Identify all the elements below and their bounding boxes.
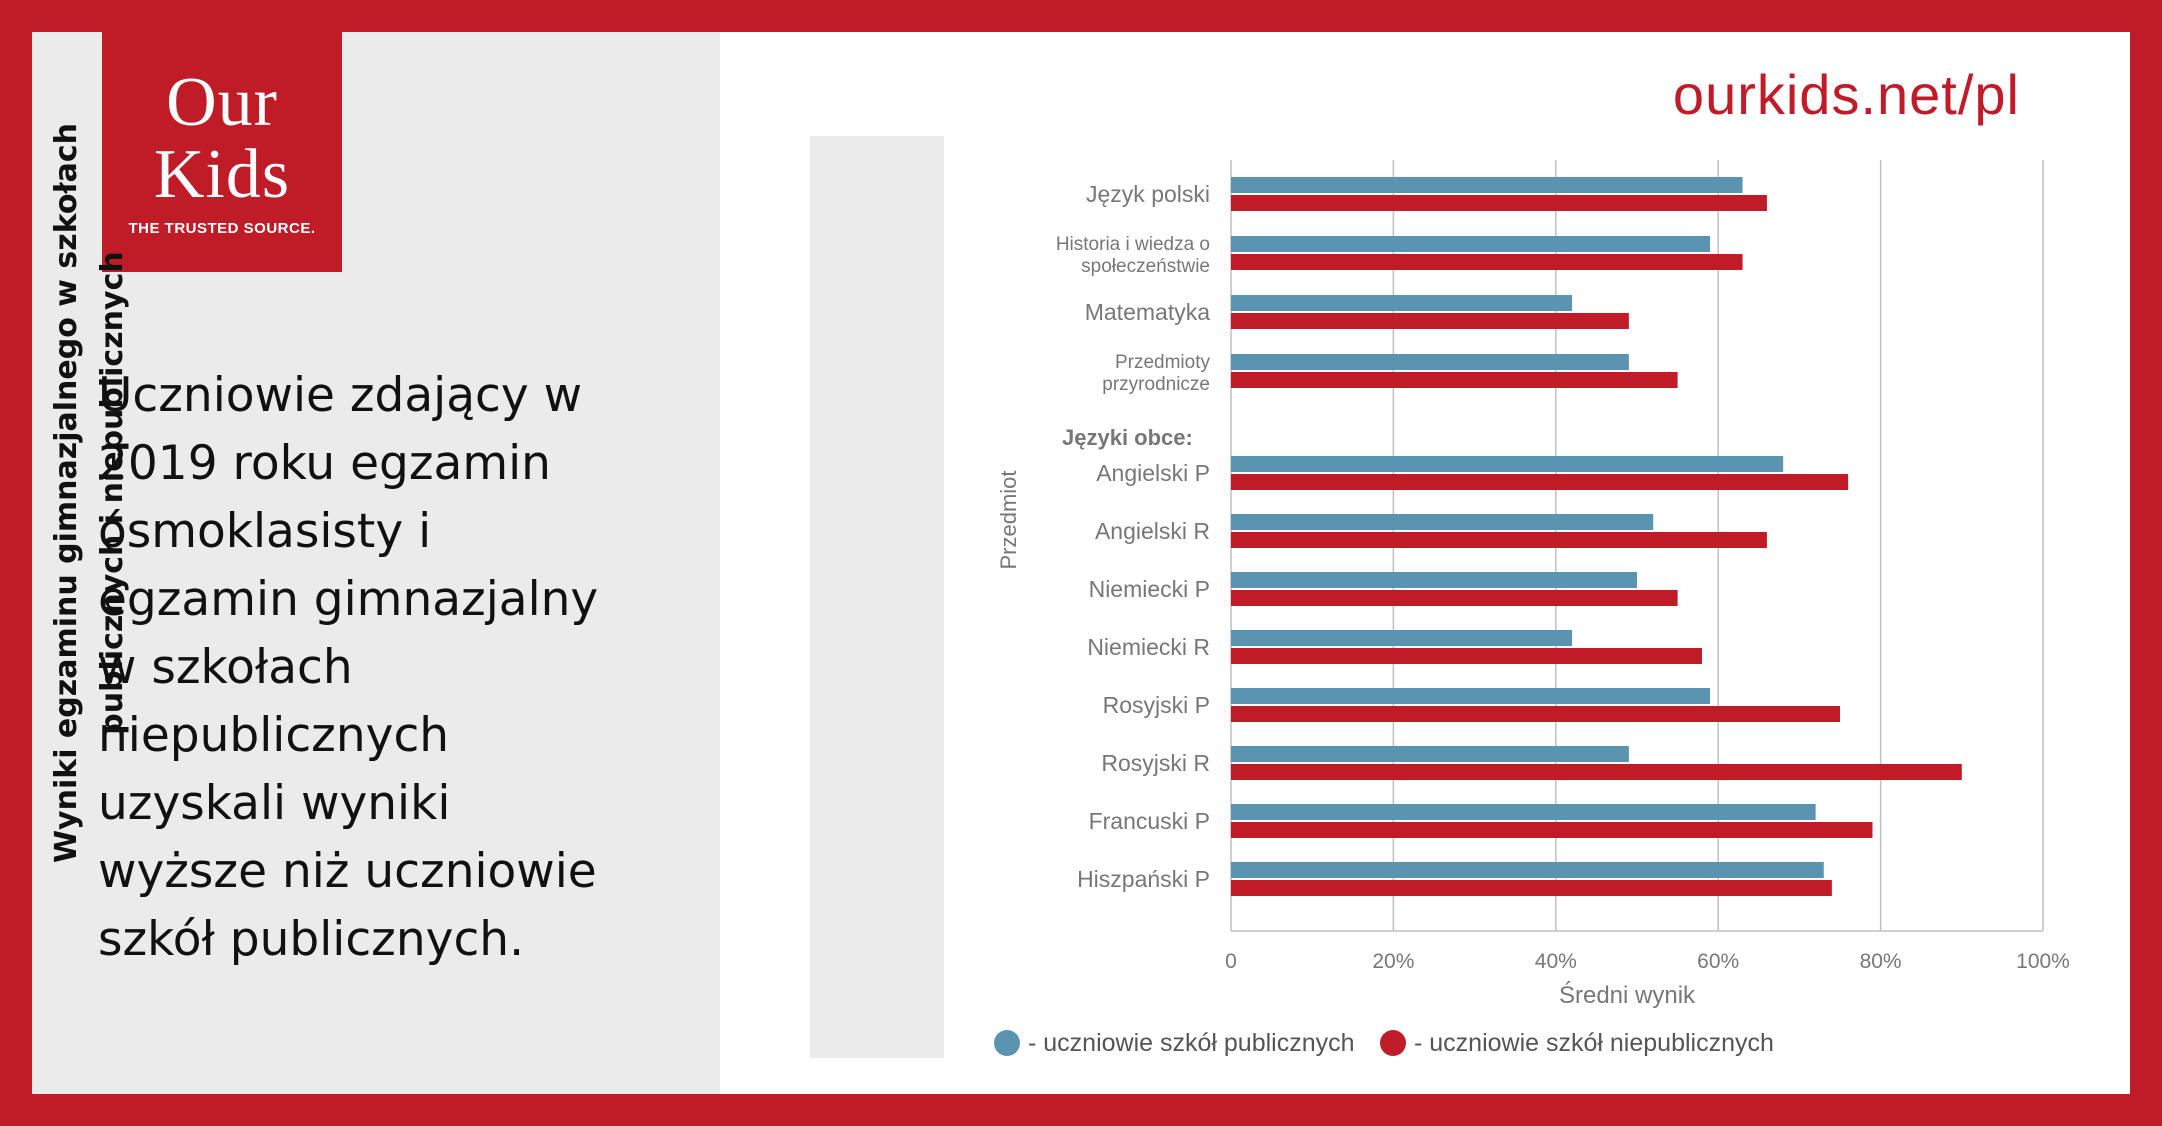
x-axis-title: Średni wynik <box>1559 981 1696 1009</box>
bar-private <box>1231 706 1840 722</box>
x-tick-label: 20% <box>1372 950 1414 973</box>
site-url[interactable]: ourkids.net/pl <box>1672 63 2020 126</box>
category-label: Niemiecki P <box>1089 576 1210 602</box>
category-label: Matematyka <box>1085 299 1210 325</box>
x-tick-label: 80% <box>1860 950 1902 973</box>
logo-tagline: THE TRUSTED SOURCE. <box>128 220 316 237</box>
category-label: Angielski R <box>1095 518 1210 544</box>
bar-public <box>1231 177 1743 193</box>
category-label: Francuski P <box>1089 808 1210 834</box>
bar-private <box>1231 254 1743 270</box>
category-label: Przedmioty przyrodnicze <box>1102 352 1210 395</box>
chart-title-box <box>810 136 944 1058</box>
category-label: Rosyjski P <box>1103 692 1210 718</box>
group-header-label: Języki obce: <box>1062 425 1193 450</box>
bar-private <box>1231 822 1873 838</box>
bar-public <box>1231 804 1816 820</box>
bar-private <box>1231 590 1678 606</box>
bar-private <box>1231 880 1832 896</box>
headline: Uczniowie zdający w 2019 roku egzamin ós… <box>98 368 599 967</box>
category-label: Hiszpański P <box>1077 866 1210 892</box>
y-axis-title: Przedmiot <box>996 470 1021 569</box>
legend-item-private: - uczniowie szkół niepublicznych <box>1380 1028 1774 1058</box>
x-tick-label: 60% <box>1697 950 1739 973</box>
bar-private <box>1231 474 1849 490</box>
bar-private <box>1231 648 1702 664</box>
bar-public <box>1231 456 1784 472</box>
bar-private <box>1231 532 1767 548</box>
x-tick-label: 0 <box>1225 950 1237 973</box>
bar-chart: 0 20% 40% 60% 80% 100% Język polski Historia i … <box>996 160 2070 1009</box>
bar-private <box>1231 195 1767 211</box>
logo-word-kids: Kids <box>153 136 291 213</box>
category-label: Niemiecki R <box>1087 634 1210 660</box>
legend-label-private: - uczniowie szkół niepublicznych <box>1414 1028 1774 1057</box>
x-tick-label: 40% <box>1535 950 1577 973</box>
bar-public <box>1231 514 1654 530</box>
bar-public <box>1231 688 1711 704</box>
legend-swatch-public <box>994 1030 1020 1056</box>
bar-public <box>1231 630 1573 646</box>
bar-private <box>1231 313 1629 329</box>
legend-item-public: - uczniowie szkół publicznych <box>994 1028 1355 1058</box>
bar-public <box>1231 354 1629 370</box>
bar-public <box>1231 236 1711 252</box>
ourkids-logo[interactable]: Our Kids THE TRUSTED SOURCE. <box>102 32 342 272</box>
category-label: Rosyjski R <box>1101 750 1210 776</box>
legend-label-public: - uczniowie szkół publicznych <box>1028 1028 1355 1057</box>
bar-private <box>1231 764 1962 780</box>
category-label: Angielski P <box>1096 460 1210 486</box>
category-label: Język polski <box>1086 181 1210 207</box>
category-label: Historia i wiedza o społeczeństwie <box>1056 234 1210 277</box>
legend-swatch-private <box>1380 1030 1406 1056</box>
bar-public <box>1231 746 1629 762</box>
x-tick-label: 100% <box>2016 950 2070 973</box>
bar-public <box>1231 572 1637 588</box>
bar-private <box>1231 372 1678 388</box>
bar-public <box>1231 295 1573 311</box>
left-panel: Our Kids THE TRUSTED SOURCE. Uczniowie z… <box>32 32 720 1094</box>
logo-word-our: Our <box>166 64 278 141</box>
bar-public <box>1231 862 1824 878</box>
frame: Our Kids THE TRUSTED SOURCE. Uczniowie z… <box>32 32 2130 1094</box>
